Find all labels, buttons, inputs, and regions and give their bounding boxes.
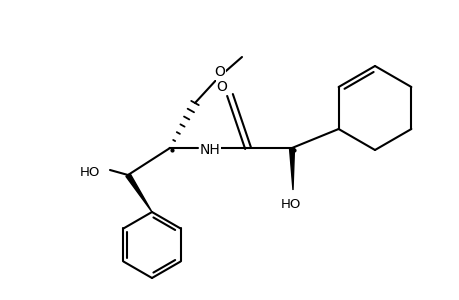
Text: O: O <box>216 80 227 94</box>
Polygon shape <box>126 174 151 212</box>
Polygon shape <box>289 148 294 190</box>
Text: NH: NH <box>199 143 220 157</box>
Text: O: O <box>214 65 225 79</box>
Text: HO: HO <box>80 166 100 178</box>
Text: HO: HO <box>280 197 301 211</box>
